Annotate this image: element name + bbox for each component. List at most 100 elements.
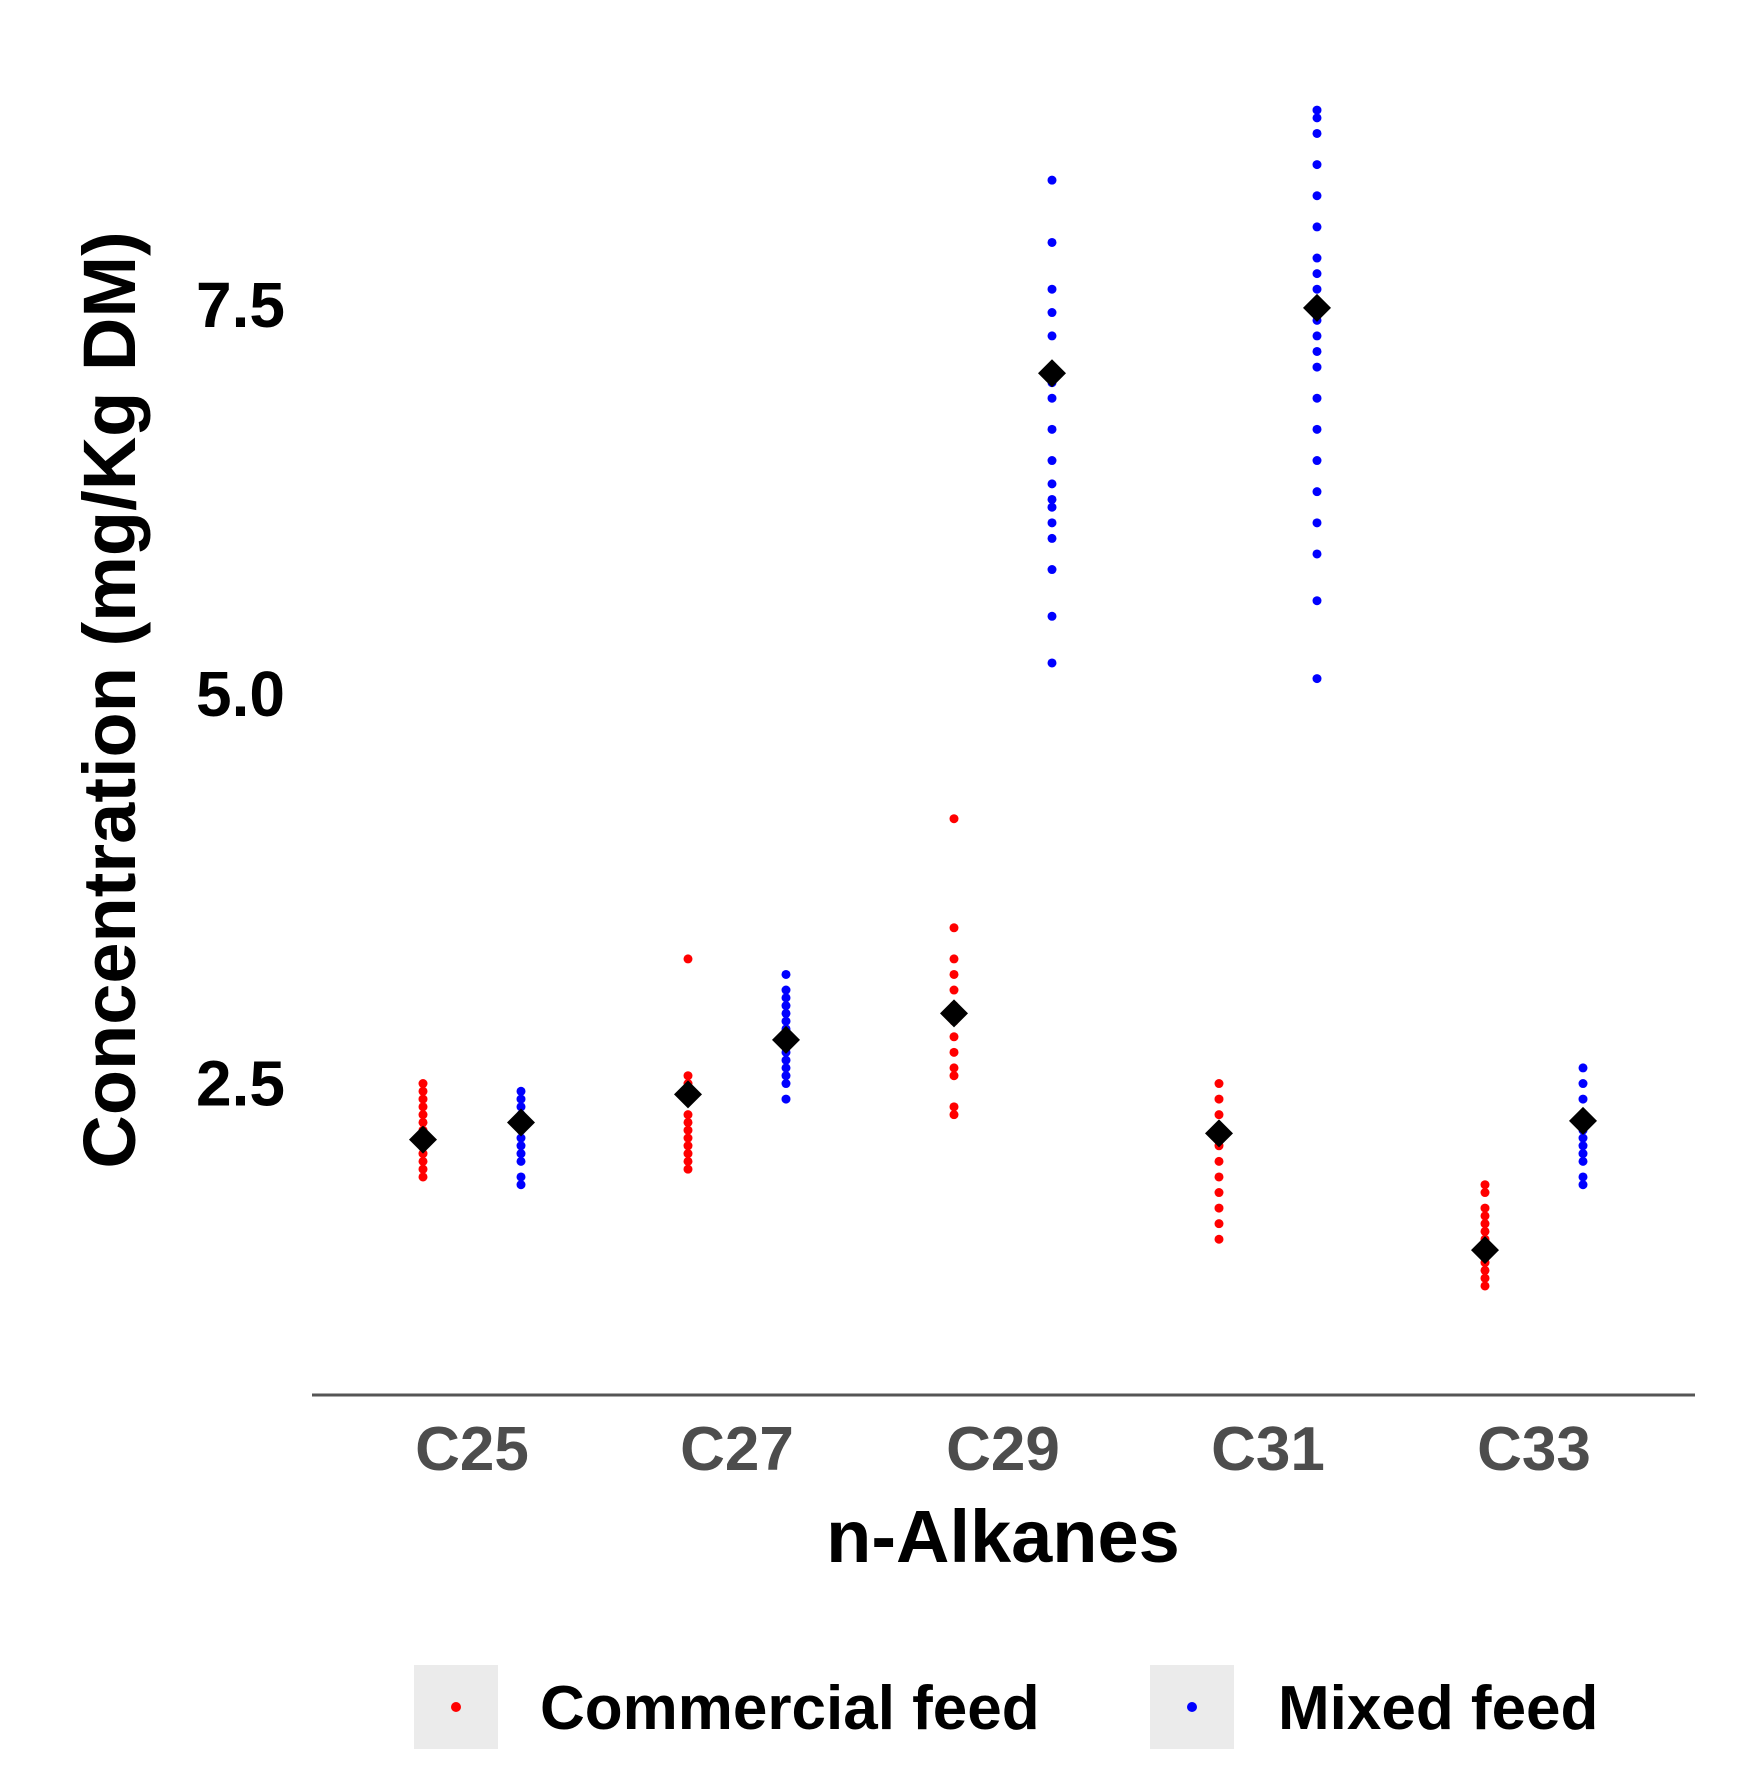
data-point	[1047, 502, 1057, 512]
x-tick-label: C25	[415, 1415, 529, 1484]
data-point	[1312, 596, 1322, 606]
data-point	[418, 1156, 428, 1166]
y-axis-title-group: Concentration (mg/Kg DM)	[68, 231, 151, 1168]
data-point	[1578, 1180, 1588, 1190]
data-point	[1578, 1141, 1588, 1151]
data-point	[516, 1133, 526, 1143]
data-point	[781, 1094, 791, 1104]
mean-marker	[1569, 1106, 1597, 1135]
data-point	[1047, 308, 1057, 318]
mean-marker	[1205, 1119, 1233, 1148]
data-point	[1312, 128, 1322, 138]
data-point	[1578, 1156, 1588, 1166]
legend-label: Mixed feed	[1278, 1674, 1598, 1743]
data-point	[418, 1094, 428, 1104]
legend: Commercial feed Mixed feed	[414, 1665, 1598, 1749]
data-point	[781, 1071, 791, 1081]
data-point	[1047, 518, 1057, 528]
data-point	[1312, 424, 1322, 434]
data-point	[949, 814, 959, 824]
data-point	[418, 1164, 428, 1174]
data-point	[1047, 237, 1057, 247]
data-point	[1047, 331, 1057, 341]
data-point	[1312, 105, 1322, 115]
mean-marker	[409, 1125, 437, 1154]
data-point	[1480, 1219, 1490, 1229]
data-point	[949, 1071, 959, 1081]
data-point	[683, 1156, 693, 1166]
x-tick-label: C27	[680, 1415, 794, 1484]
data-point	[683, 1071, 693, 1081]
data-point	[516, 1141, 526, 1151]
data-point	[1312, 456, 1322, 466]
x-tick-label: C29	[946, 1415, 1060, 1484]
data-point	[516, 1156, 526, 1166]
data-point	[516, 1094, 526, 1104]
data-point	[1047, 175, 1057, 185]
data-point	[781, 1001, 791, 1011]
data-point	[683, 1117, 693, 1127]
y-tick-label: 2.5	[196, 1048, 285, 1120]
data-point	[1047, 424, 1057, 434]
data-point	[683, 1149, 693, 1159]
data-point	[516, 1102, 526, 1112]
data-point	[1480, 1203, 1490, 1213]
data-point	[1480, 1188, 1490, 1198]
data-point	[1578, 1172, 1588, 1182]
legend-label: Commercial feed	[540, 1674, 1040, 1743]
data-point	[1578, 1133, 1588, 1143]
data-point	[1312, 487, 1322, 497]
data-point	[1047, 533, 1057, 543]
data-point	[949, 1032, 959, 1042]
data-point	[418, 1102, 428, 1112]
data-point	[1480, 1211, 1490, 1221]
y-axis-title: Concentration (mg/Kg DM)	[68, 231, 151, 1168]
data-point	[949, 923, 959, 933]
data-point	[1312, 518, 1322, 528]
data-point	[1312, 160, 1322, 170]
data-point	[1480, 1281, 1490, 1291]
data-point	[1047, 456, 1057, 466]
legend-item: Commercial feed	[414, 1665, 1040, 1749]
data-point	[1312, 253, 1322, 263]
data-point	[781, 1079, 791, 1089]
data-point	[1578, 1063, 1588, 1073]
data-point	[781, 1063, 791, 1073]
y-tick-label: 5.0	[196, 658, 285, 730]
data-point	[683, 1125, 693, 1135]
data-point	[1480, 1265, 1490, 1275]
data-point	[781, 1008, 791, 1018]
data-point	[1214, 1188, 1224, 1198]
data-point	[516, 1086, 526, 1096]
data-point	[1312, 549, 1322, 559]
mean-markers	[409, 293, 1597, 1265]
data-point	[1312, 113, 1322, 123]
mean-marker	[772, 1025, 800, 1054]
data-point	[949, 985, 959, 995]
data-point	[1047, 658, 1057, 668]
data-point	[1480, 1273, 1490, 1283]
data-point	[516, 1172, 526, 1182]
legend-point	[451, 1702, 461, 1712]
data-point	[1047, 611, 1057, 621]
data-point	[1047, 565, 1057, 575]
data-point	[1312, 284, 1322, 294]
data-point	[1214, 1079, 1224, 1089]
data-points	[418, 105, 1588, 1291]
data-point	[418, 1149, 428, 1159]
x-tick-label: C31	[1211, 1415, 1325, 1484]
data-point	[683, 1110, 693, 1120]
mean-marker	[674, 1080, 702, 1109]
y-axis-ticks: 2.5 5.0 7.5	[196, 269, 285, 1120]
data-point	[781, 969, 791, 979]
data-point	[1578, 1094, 1588, 1104]
data-point	[949, 954, 959, 964]
mean-marker	[1471, 1236, 1499, 1265]
data-point	[1047, 284, 1057, 294]
data-point	[1047, 393, 1057, 403]
data-point	[1312, 346, 1322, 356]
data-point	[418, 1079, 428, 1089]
data-point	[516, 1149, 526, 1159]
data-point	[1214, 1219, 1224, 1229]
